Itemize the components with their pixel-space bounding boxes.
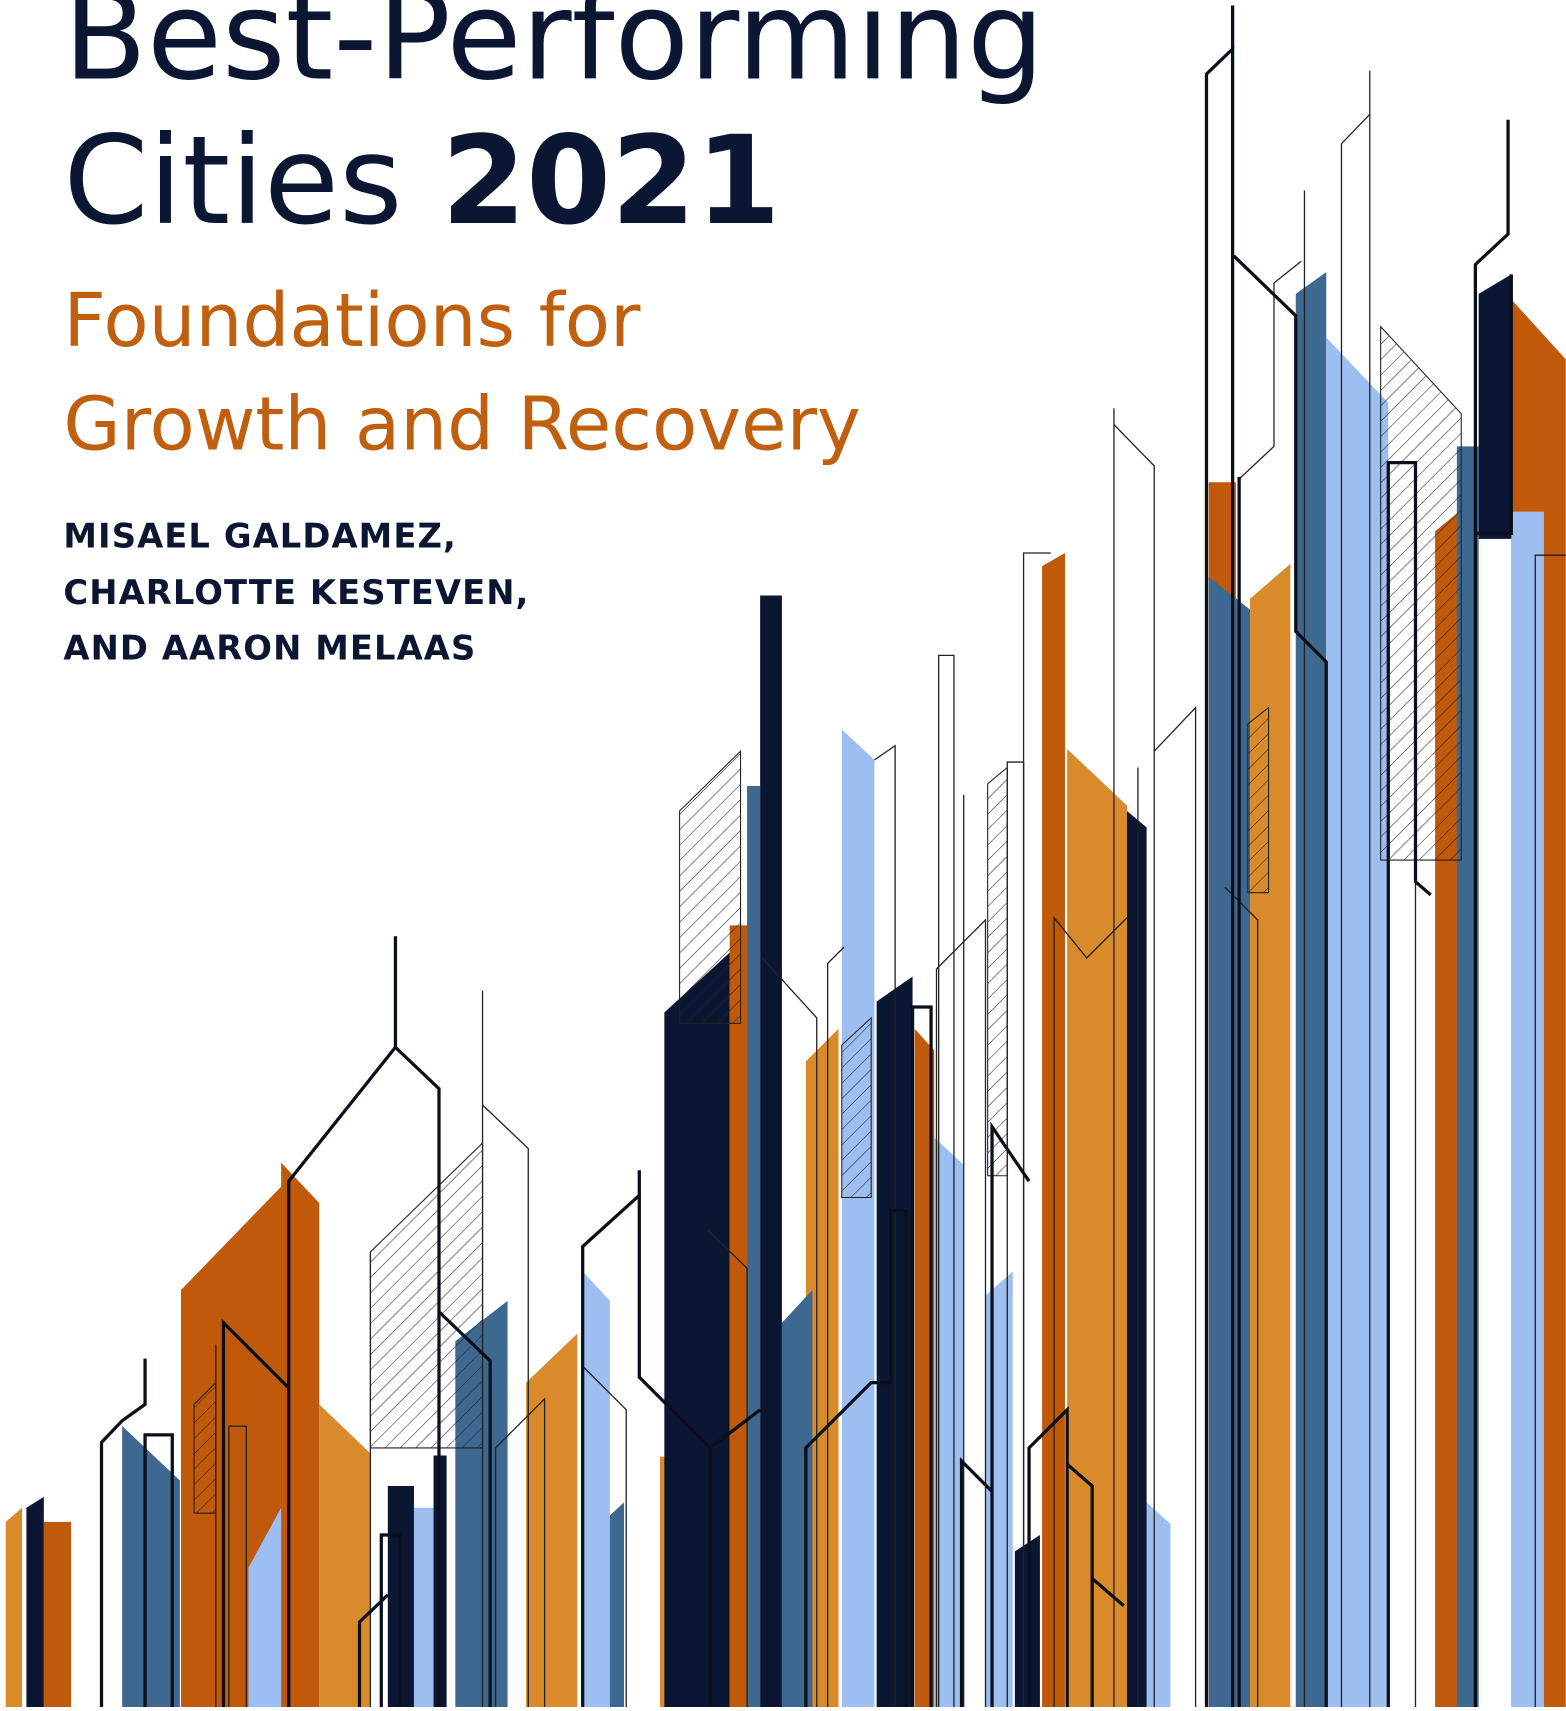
title-line: Cities 2021 <box>63 110 780 252</box>
author: AND AARON MELAAS <box>63 629 476 668</box>
author: MISAEL GALDAMEZ, <box>63 517 457 556</box>
title-line: Best-Performing <box>63 0 1044 107</box>
subtitle-line: Foundations for <box>63 278 641 364</box>
cover: Best-Performing Cities 2021 Foundations … <box>0 0 1566 1707</box>
author: CHARLOTTE KESTEVEN, <box>63 573 529 612</box>
subtitle-line: Growth and Recovery <box>63 382 860 468</box>
skyline <box>6 5 1566 1707</box>
page: {"cover": { "title_line1": "Best-Perform… <box>0 0 1566 1707</box>
title-word: Cities <box>63 110 402 252</box>
title-year: 2021 <box>441 110 780 252</box>
